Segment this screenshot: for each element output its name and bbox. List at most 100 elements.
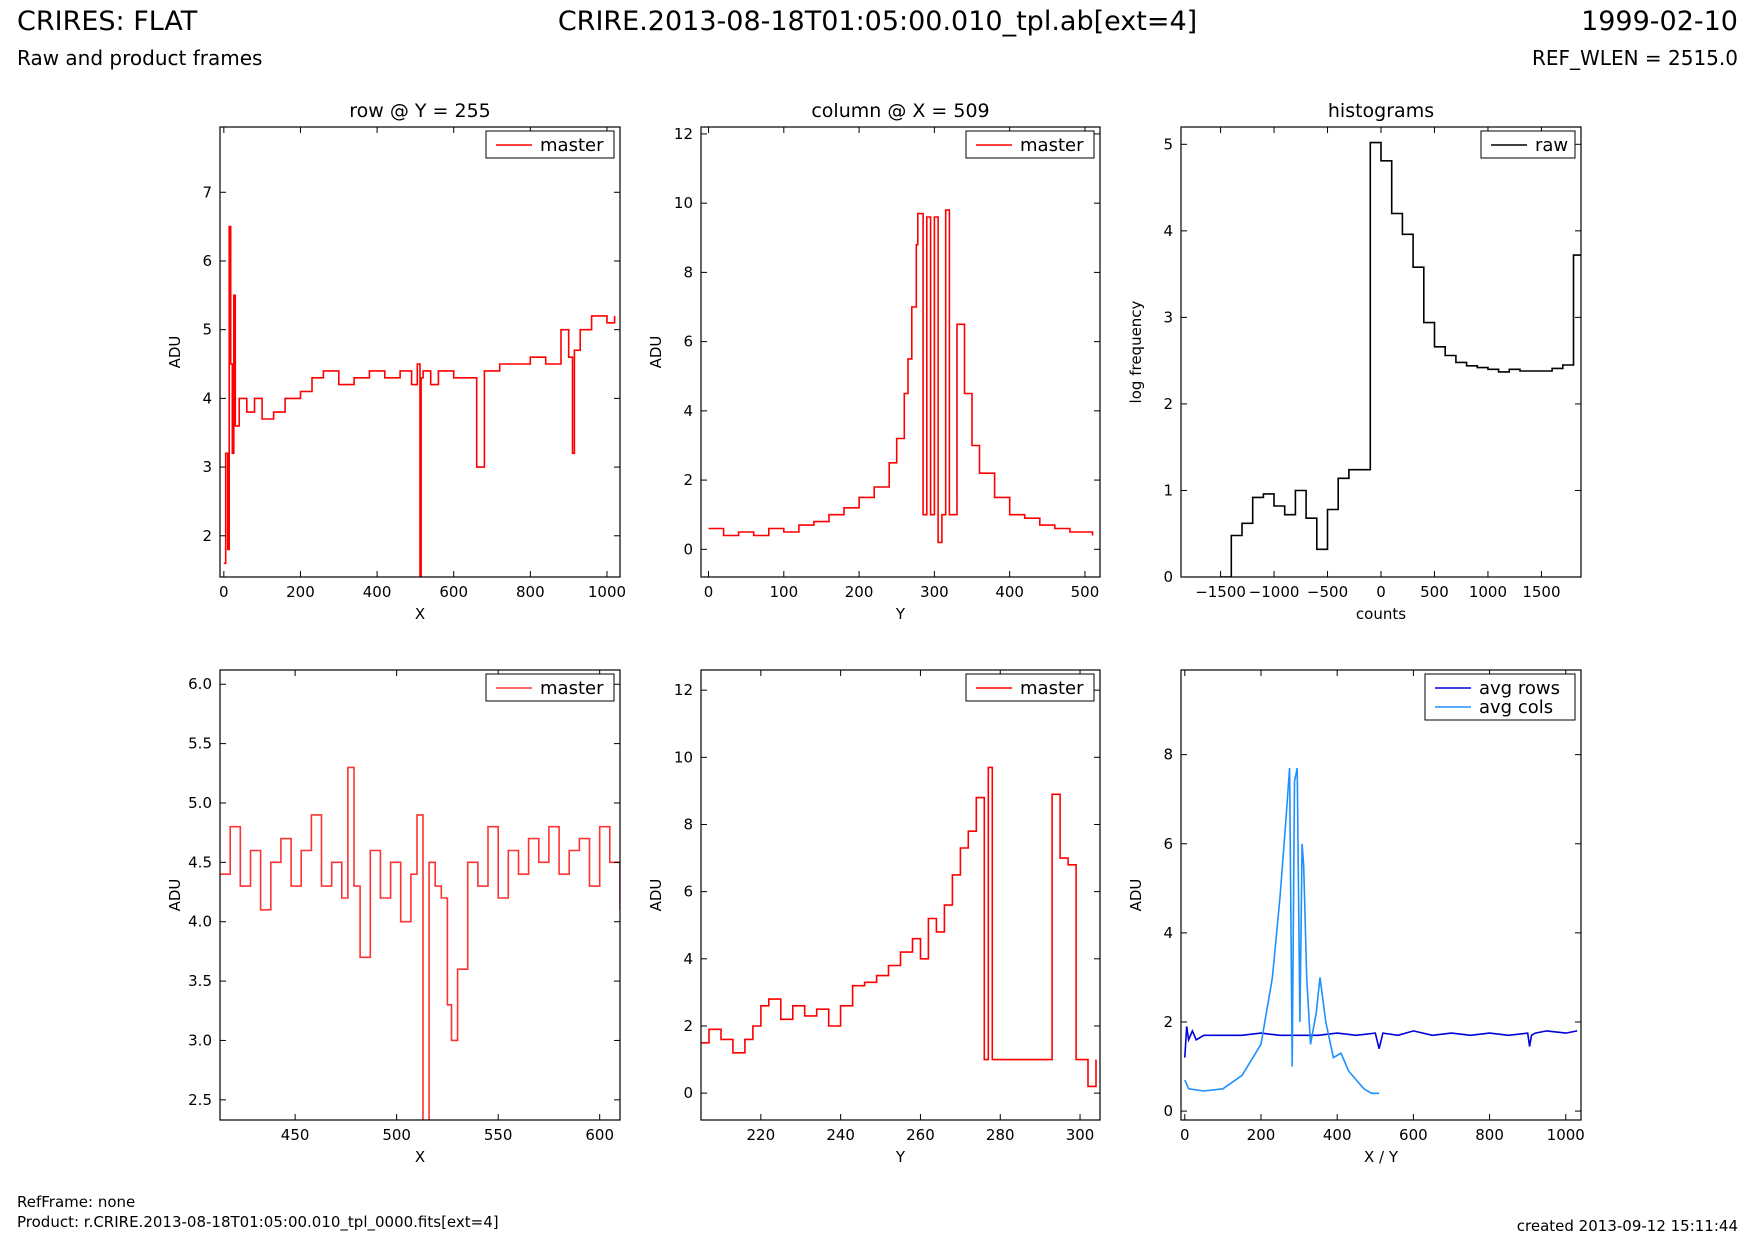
y-tick-label: 2 xyxy=(202,527,212,545)
y-tick-label: 2.5 xyxy=(188,1091,212,1109)
legend-label: master xyxy=(540,135,604,156)
chart-column: 0 100 200 300 400 500 0 2 4 6 8 10 12 column @ X = 50… xyxy=(647,100,1101,623)
series-line-master xyxy=(701,766,1097,1088)
ref-wlen-label: REF_WLEN = 2515.0 xyxy=(1531,46,1738,70)
y-tick-label: 1 xyxy=(1163,481,1173,499)
date-label: 1999-02-10 xyxy=(1581,6,1738,37)
x-tick-label: 260 xyxy=(906,1126,935,1144)
x-tick-label: 1000 xyxy=(1547,1126,1585,1144)
x-tick-label: 300 xyxy=(1066,1126,1095,1144)
x-tick-label: 0 xyxy=(1180,1126,1190,1144)
x-tick-label: 400 xyxy=(363,583,392,601)
x-tick-label: 400 xyxy=(995,583,1024,601)
chart-avg: 0 200 400 600 800 1000 0 2 4 6 8 X / Y ADU avg rowsav… xyxy=(1127,669,1585,1166)
x-tick-label: 500 xyxy=(382,1126,411,1144)
x-tick-label: 1000 xyxy=(1469,583,1507,601)
x-tick-label: 100 xyxy=(769,583,798,601)
y-tick-label: 4 xyxy=(1163,222,1173,240)
chart-col_zoom: 220 240 260 280 300 0 2 4 6 8 10 12 Y ADU master xyxy=(647,669,1101,1166)
y-tick-label: 3.0 xyxy=(188,1031,212,1049)
x-tick-label: −1500 xyxy=(1195,583,1246,601)
product-label: Product: r.CRIRE.2013-08-18T01:05:00.010… xyxy=(17,1213,499,1231)
x-axis-label: X xyxy=(415,605,425,623)
y-tick-label: 2 xyxy=(683,1017,693,1035)
y-tick-label: 4 xyxy=(683,402,693,420)
y-tick-label: 3 xyxy=(202,458,212,476)
y-tick-label: 0 xyxy=(1163,1102,1173,1120)
x-tick-label: 600 xyxy=(439,583,468,601)
legend-label: master xyxy=(1020,135,1084,156)
legend-label: master xyxy=(1020,678,1084,699)
y-tick-label: 3 xyxy=(1163,308,1173,326)
y-tick-label: 4 xyxy=(683,950,693,968)
y-tick-label: 8 xyxy=(1163,746,1173,764)
y-axis-label: log frequency xyxy=(1127,300,1145,403)
y-tick-label: 5 xyxy=(202,321,212,339)
y-tick-label: 5.5 xyxy=(188,735,212,753)
y-tick-label: 4.0 xyxy=(188,913,212,931)
y-tick-label: 12 xyxy=(674,681,693,699)
x-tick-label: 300 xyxy=(920,583,949,601)
chart-row_zoom: 450 500 550 600 2.5 3.0 3.5 4.0 4.5 5.0 5.5 6.0 X ADU… xyxy=(166,669,621,1166)
x-tick-label: 0 xyxy=(704,583,714,601)
y-tick-label: 2 xyxy=(683,471,693,489)
y-tick-label: 4 xyxy=(202,389,212,407)
created-label: created 2013-09-12 15:11:44 xyxy=(1516,1217,1738,1235)
x-tick-label: 600 xyxy=(585,1126,614,1144)
legend-label: avg rows xyxy=(1479,678,1560,699)
x-tick-label: 500 xyxy=(1071,583,1100,601)
x-tick-label: 500 xyxy=(1420,583,1449,601)
x-tick-label: 1500 xyxy=(1522,583,1560,601)
chart-title: row @ Y = 255 xyxy=(349,100,491,122)
x-tick-label: 450 xyxy=(281,1126,310,1144)
series-line-master xyxy=(708,209,1094,544)
y-tick-label: 6 xyxy=(1163,835,1173,853)
y-tick-label: 10 xyxy=(674,194,693,212)
legend-label: avg cols xyxy=(1479,697,1553,718)
legend-label: master xyxy=(540,678,604,699)
subtitle: Raw and product frames xyxy=(17,46,263,70)
y-tick-label: 0 xyxy=(683,540,693,558)
x-tick-label: 280 xyxy=(986,1126,1015,1144)
y-tick-label: 6 xyxy=(202,252,212,270)
x-tick-label: 800 xyxy=(516,583,545,601)
x-tick-label: 220 xyxy=(747,1126,776,1144)
x-tick-label: −1000 xyxy=(1249,583,1300,601)
chart-title: column @ X = 509 xyxy=(811,100,989,122)
plot-frame xyxy=(700,669,1101,1121)
x-tick-label: 200 xyxy=(286,583,315,601)
y-tick-label: 0 xyxy=(1163,568,1173,586)
plot-frame xyxy=(219,126,621,578)
y-tick-label: 3.5 xyxy=(188,972,212,990)
y-axis-label: ADU xyxy=(166,879,184,912)
x-tick-label: 0 xyxy=(219,583,229,601)
page-title: CRIRES: FLAT xyxy=(17,6,198,37)
legend-box xyxy=(1424,673,1576,721)
x-tick-label: 200 xyxy=(1247,1126,1276,1144)
x-axis-label: X xyxy=(415,1148,425,1166)
file-name: CRIRE.2013-08-18T01:05:00.010_tpl.ab[ext… xyxy=(557,6,1198,37)
plot-frame xyxy=(219,669,621,1121)
chart-row: 0 200 400 600 800 1000 2 3 4 5 6 7 row @ Y = 255 X ADU… xyxy=(166,100,626,623)
y-axis-label: ADU xyxy=(647,336,665,369)
plot-frame xyxy=(1180,669,1582,1121)
y-tick-label: 8 xyxy=(683,815,693,833)
y-tick-label: 5 xyxy=(1163,135,1173,153)
x-tick-label: 600 xyxy=(1399,1126,1428,1144)
x-tick-label: 1000 xyxy=(588,583,626,601)
y-tick-label: 4 xyxy=(1163,924,1173,942)
series-line-avg-rows xyxy=(1184,1026,1578,1058)
y-axis-label: ADU xyxy=(166,336,184,369)
y-tick-label: 7 xyxy=(202,183,212,201)
y-tick-label: 2 xyxy=(1163,1013,1173,1031)
x-tick-label: 800 xyxy=(1475,1126,1504,1144)
plot-frame xyxy=(1180,126,1582,578)
y-tick-label: 5.0 xyxy=(188,794,212,812)
y-tick-label: 8 xyxy=(683,263,693,281)
series-line-master xyxy=(223,225,616,577)
y-tick-label: 4.5 xyxy=(188,853,212,871)
y-axis-label: ADU xyxy=(647,879,665,912)
x-tick-label: 200 xyxy=(845,583,874,601)
series-line-raw xyxy=(1220,141,1581,577)
